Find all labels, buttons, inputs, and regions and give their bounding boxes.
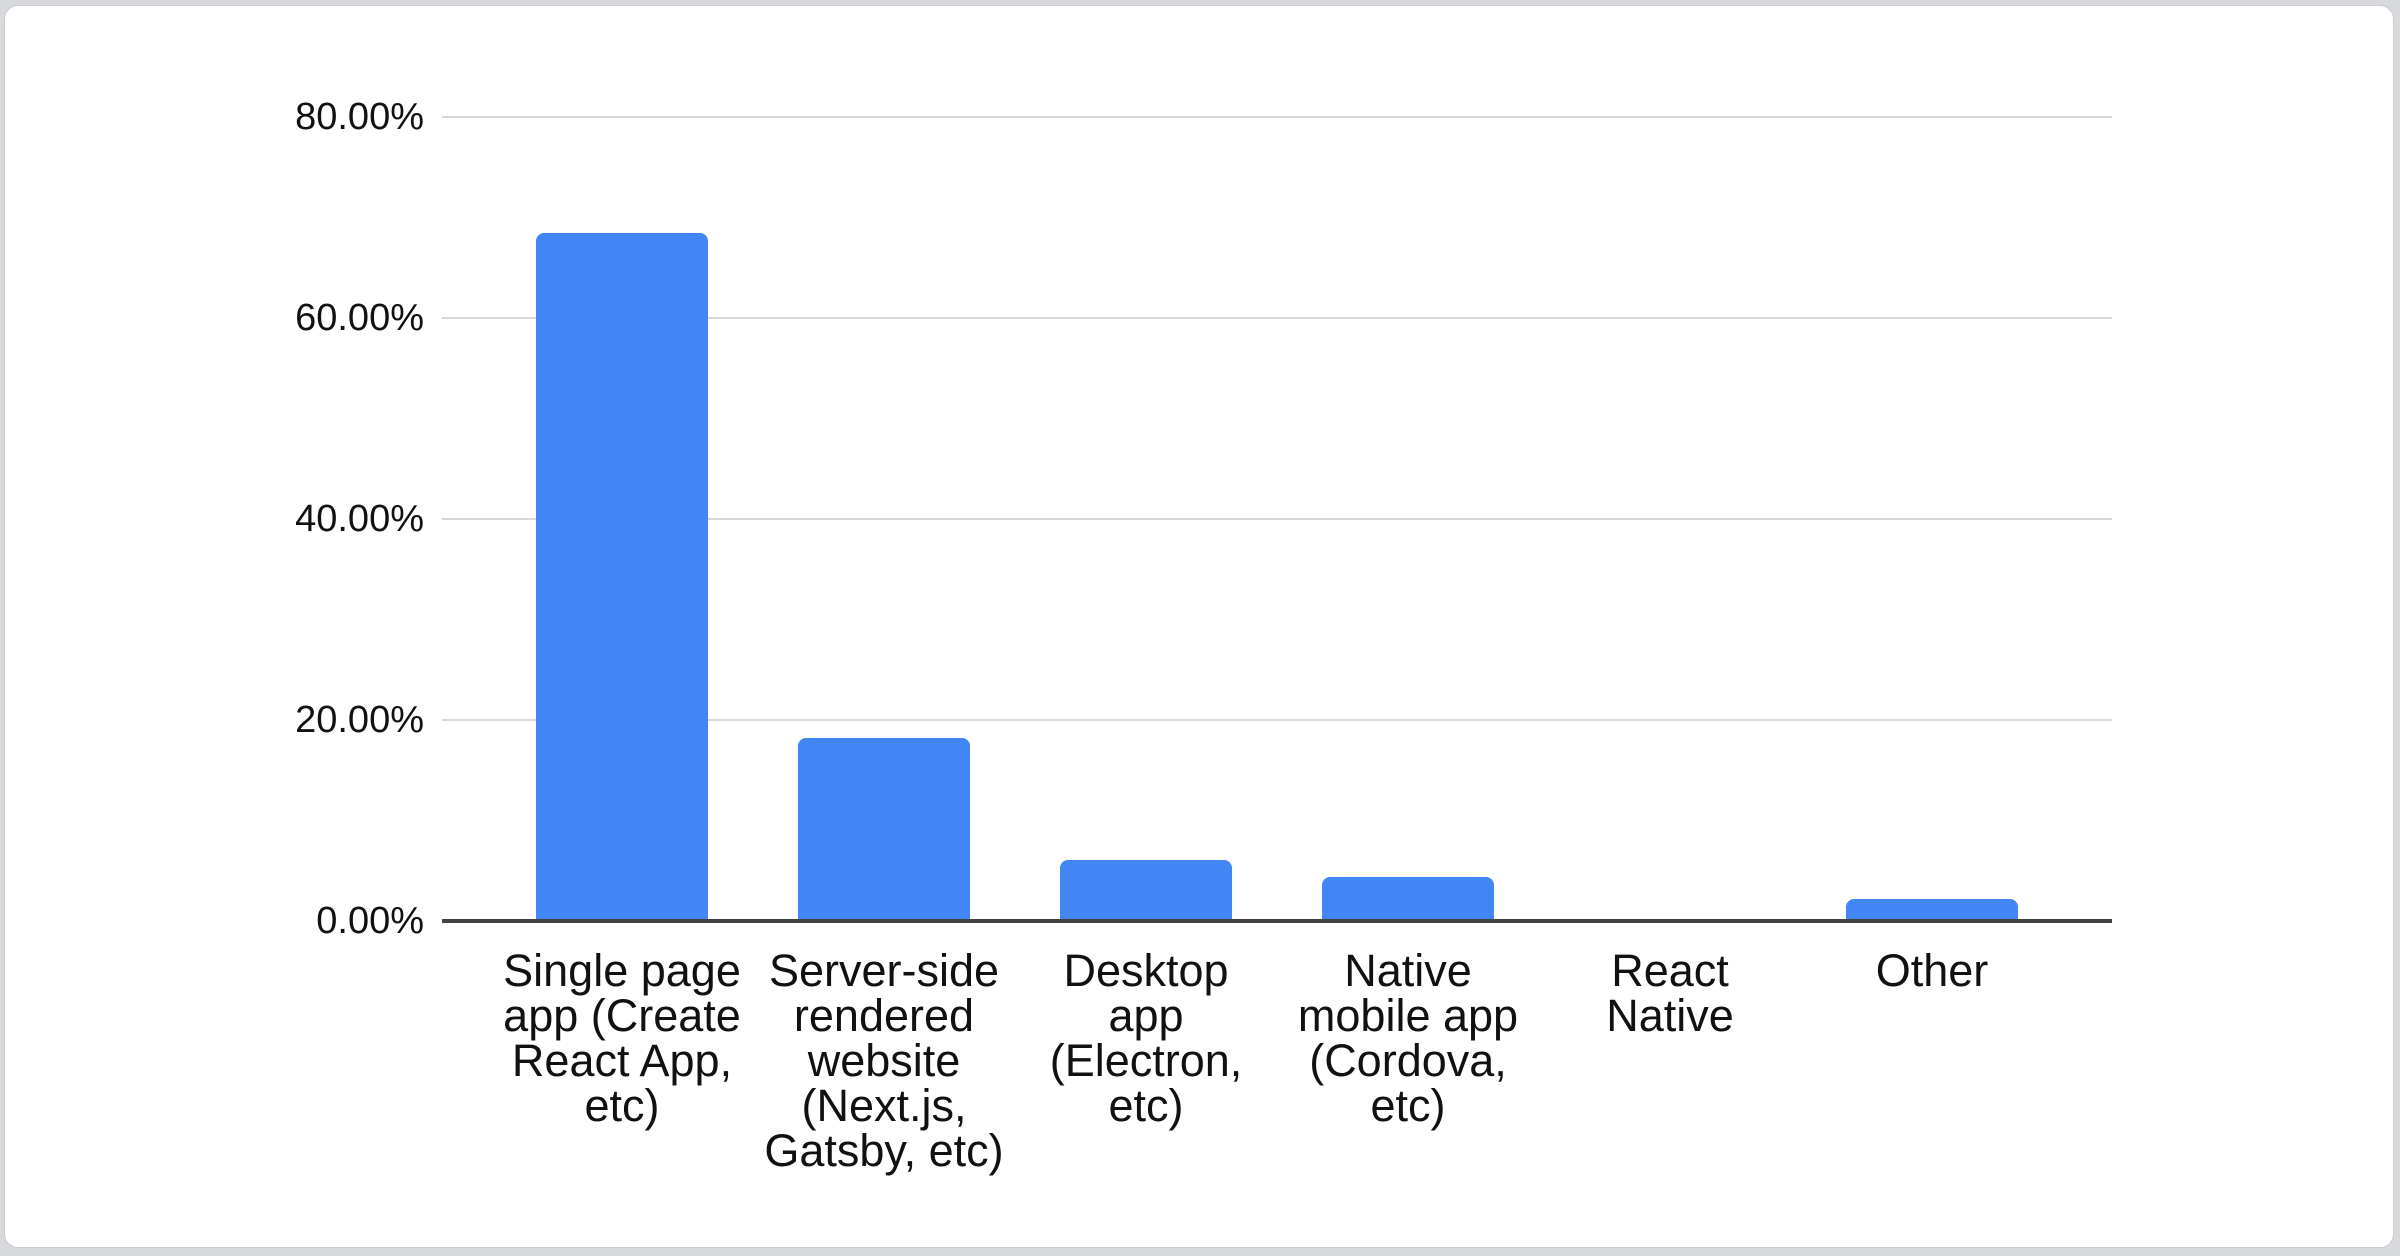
bar-category-1 — [536, 233, 708, 921]
y-axis-tick-label: 60.00% — [295, 297, 424, 339]
x-axis-category-label: Server-side rendered website (Next.js, G… — [764, 945, 1004, 1176]
y-axis-tick-label: 0.00% — [316, 900, 424, 942]
x-axis-category-label: React Native — [1606, 945, 1734, 1041]
gridline-20 — [442, 719, 2112, 721]
bar-category-6 — [1846, 899, 2018, 921]
x-axis-category-label: Single page app (Create React App, etc) — [503, 945, 741, 1131]
bar-category-4 — [1322, 877, 1494, 921]
bar-category-2 — [798, 738, 970, 921]
gridline-40 — [442, 518, 2112, 520]
gridline-60 — [442, 317, 2112, 319]
bar-category-3 — [1060, 860, 1232, 921]
x-axis-category-label: Desktop app (Electron, etc) — [1049, 945, 1243, 1131]
gridline-80 — [442, 116, 2112, 118]
y-axis-tick-label: 40.00% — [295, 498, 424, 540]
x-axis-category-label: Other — [1875, 945, 1989, 996]
x-axis-line — [442, 919, 2112, 923]
y-axis-tick-label: 20.00% — [295, 699, 424, 741]
x-axis-category-label: Native mobile app (Cordova, etc) — [1297, 945, 1519, 1131]
y-axis-tick-label: 80.00% — [295, 96, 424, 138]
chart-card — [4, 5, 2394, 1248]
